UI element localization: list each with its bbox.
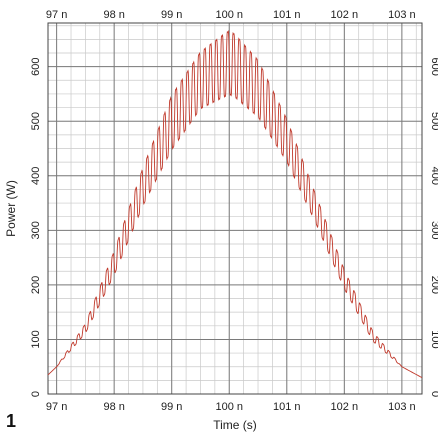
y-tick-label-left: 600 xyxy=(30,57,42,75)
x-tick-label-top: 98 n xyxy=(103,9,124,21)
x-tick-label-top: 97 n xyxy=(46,9,67,21)
y-tick-label-left: 0 xyxy=(30,391,42,397)
x-tick-label-bottom: 103 n xyxy=(388,401,416,413)
y-tick-label-right: 100 xyxy=(429,330,438,348)
x-tick-label-top: 101 n xyxy=(273,9,301,21)
y-tick-label-left: 400 xyxy=(30,167,42,185)
y-tick-label-right: 500 xyxy=(429,112,438,130)
y-axis-title: Power (W) xyxy=(4,180,18,237)
y-tick-label-left: 300 xyxy=(30,221,42,239)
y-tick-label-right: 0 xyxy=(429,391,438,397)
panel-label: 1 xyxy=(6,411,17,431)
y-tick-label-left: 100 xyxy=(30,330,42,348)
x-tick-label-bottom: 102 n xyxy=(331,401,359,413)
x-tick-label-top: 103 n xyxy=(388,9,416,21)
x-tick-label-top: 99 n xyxy=(161,9,182,21)
y-tick-label-right: 300 xyxy=(429,221,438,239)
x-tick-label-bottom: 101 n xyxy=(273,401,301,413)
x-tick-label-bottom: 99 n xyxy=(161,401,182,413)
y-tick-label-left: 200 xyxy=(30,276,42,294)
x-tick-label-top: 102 n xyxy=(331,9,359,21)
x-tick-label-bottom: 98 n xyxy=(103,401,124,413)
y-tick-labels-left: 0 100 200 300 400 500 600 xyxy=(30,57,42,397)
x-tick-labels-bottom: 97 n 98 n 99 n 100 n 101 n 102 n 103 n xyxy=(46,401,416,413)
y-tick-label-right: 400 xyxy=(429,167,438,185)
y-tick-label-right: 200 xyxy=(429,276,438,294)
x-tick-label-bottom: 97 n xyxy=(46,401,67,413)
y-tick-labels-right: 0 100 200 300 400 500 600 xyxy=(429,57,438,397)
x-tick-labels-top: 97 n 98 n 99 n 100 n 101 n 102 n 103 n xyxy=(46,9,416,21)
x-tick-label-bottom: 100 n xyxy=(215,401,243,413)
plot-area-frame xyxy=(47,22,423,395)
x-axis-title: Time (s) xyxy=(213,418,257,432)
y-tick-label-left: 500 xyxy=(30,112,42,130)
power-trace-line xyxy=(47,30,423,379)
x-tick-label-top: 100 n xyxy=(215,9,243,21)
y-tick-label-right: 600 xyxy=(429,57,438,75)
